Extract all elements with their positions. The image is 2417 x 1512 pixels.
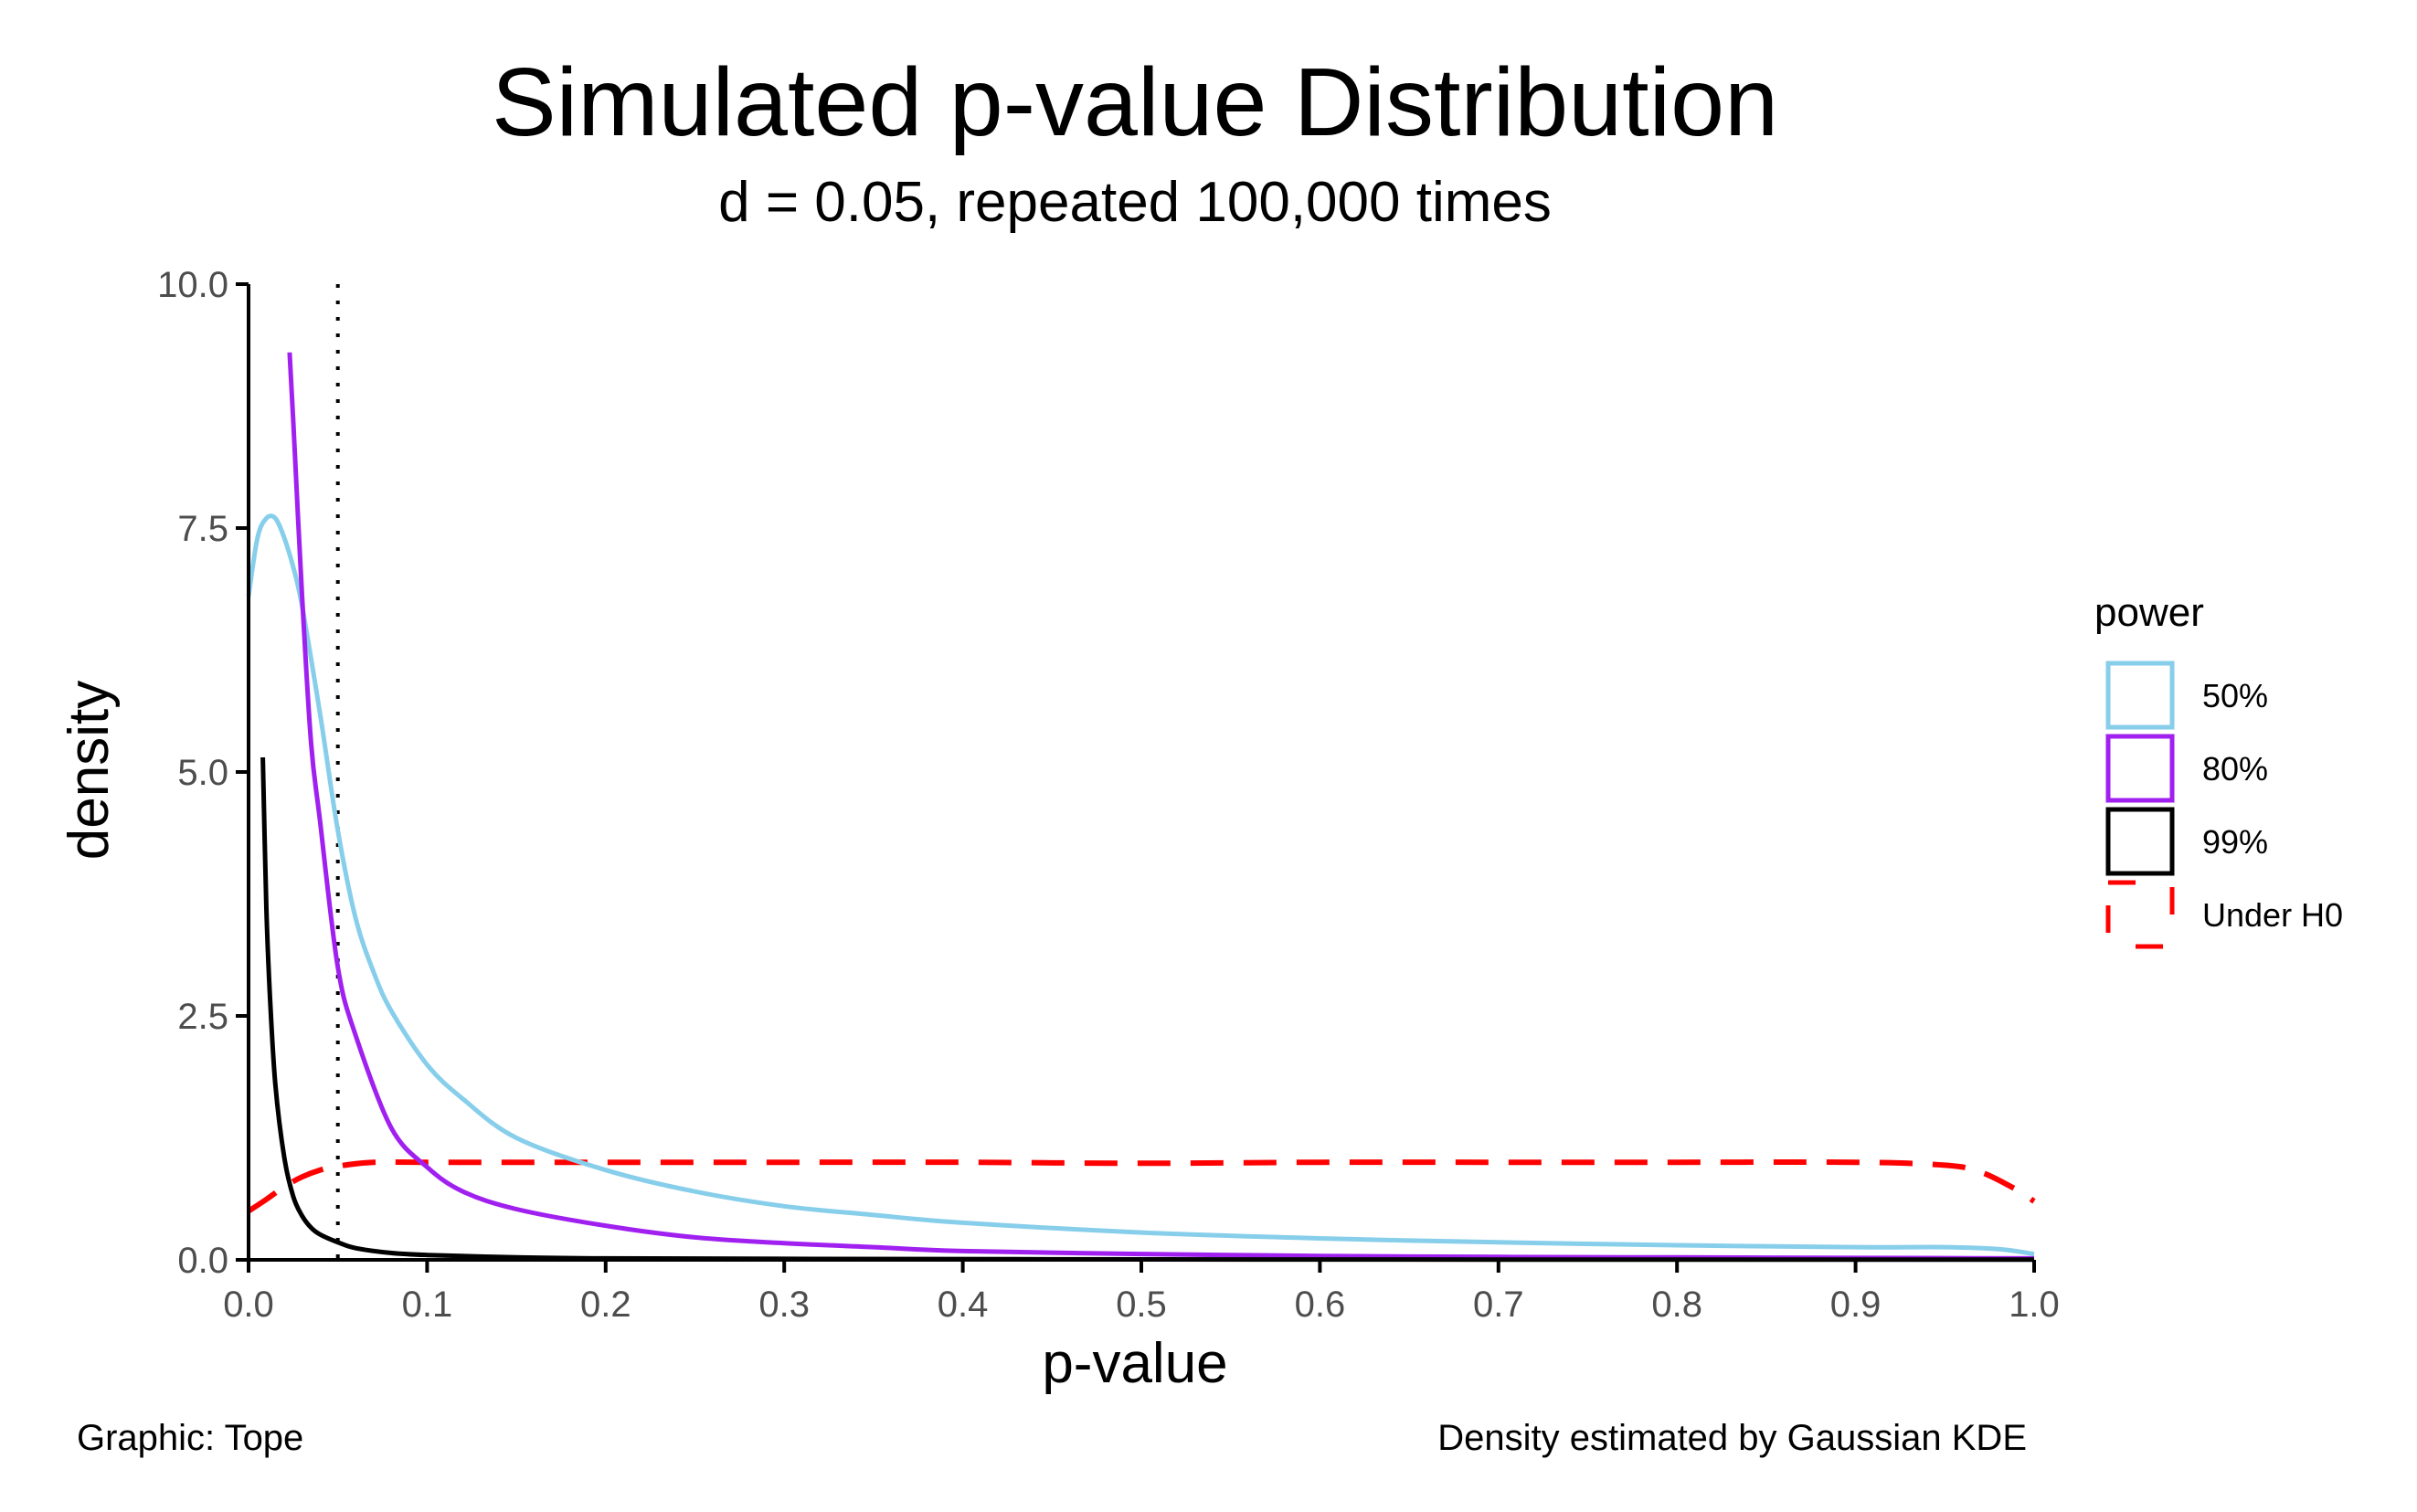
- legend-label: 50%: [2202, 677, 2268, 714]
- chart-title: Simulated p-value Distribution: [492, 48, 1778, 156]
- y-axis-title: density: [58, 681, 121, 860]
- x-tick-label: 0.4: [938, 1285, 989, 1325]
- legend: power 50% 80% 99% Under H0: [2094, 590, 2343, 949]
- legend-label: 80%: [2202, 750, 2268, 788]
- legend-key-99: [2105, 807, 2175, 876]
- x-tick-label: 1.0: [2009, 1285, 2060, 1325]
- y-tick-label: 10.0: [157, 265, 228, 305]
- x-tick-label: 0.1: [402, 1285, 453, 1325]
- x-tick-label: 0.6: [1295, 1285, 1346, 1325]
- x-tick-label: 0.8: [1651, 1285, 1702, 1325]
- x-tick-label: 0.7: [1473, 1285, 1524, 1325]
- caption-left: Graphic: Tope: [77, 1418, 303, 1458]
- legend-key-50: [2105, 661, 2175, 730]
- series-line-99: [260, 756, 2035, 1263]
- x-tick-label: 0.2: [580, 1285, 631, 1325]
- legend-key-80: [2105, 734, 2175, 803]
- caption-right: Density estimated by Gaussian KDE: [1437, 1418, 2027, 1458]
- x-axis-title: p-value: [1042, 1332, 1227, 1395]
- x-tick-label: 0.5: [1116, 1285, 1167, 1325]
- legend-title: power: [2094, 590, 2204, 635]
- y-tick-label: 2.5: [177, 997, 228, 1037]
- y-tick-label: 7.5: [177, 509, 228, 549]
- y-tick-label: 5.0: [177, 753, 228, 793]
- y-tick-label: 0.0: [177, 1241, 228, 1281]
- chart-subtitle: d = 0.05, repeated 100,000 times: [718, 171, 1552, 234]
- series-line-under-h0: [247, 1158, 2036, 1214]
- x-tick-label: 0.9: [1830, 1285, 1882, 1325]
- series-line-50: [246, 513, 2035, 1257]
- legend-label: 99%: [2202, 823, 2268, 861]
- x-tick-label: 0.0: [223, 1285, 274, 1325]
- series-line-80: [287, 352, 2035, 1261]
- legend-label: Under H0: [2202, 896, 2343, 934]
- legend-key-under-h0: [2105, 880, 2175, 949]
- x-tick-label: 0.3: [758, 1285, 810, 1325]
